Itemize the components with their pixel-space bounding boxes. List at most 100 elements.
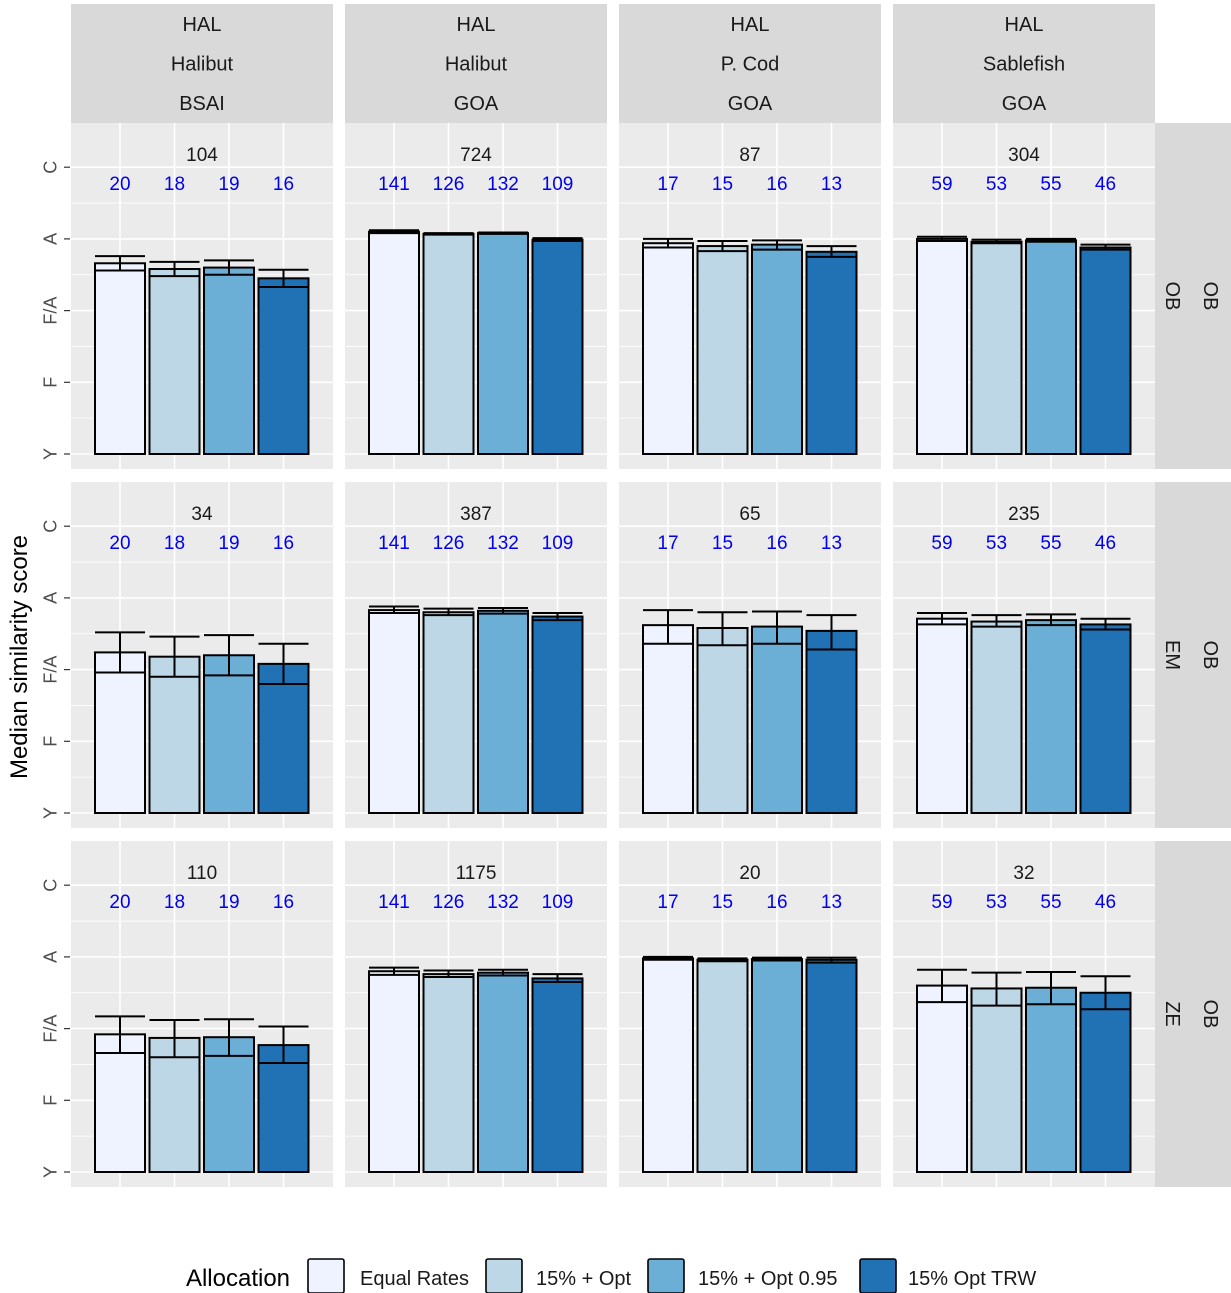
column-strip-label: HAL xyxy=(183,14,222,36)
y-tick-label: A xyxy=(40,592,60,604)
row-strip-label: EM xyxy=(1161,640,1183,670)
legend-label: 15% Opt TRW xyxy=(908,1268,1036,1290)
legend-key xyxy=(647,1258,685,1293)
column-strip-label: BSAI xyxy=(179,93,225,115)
y-tick-label: F/A xyxy=(40,297,60,325)
legend-key xyxy=(485,1258,523,1293)
sample-size-label: 13 xyxy=(821,533,842,554)
sample-size-label: 55 xyxy=(1040,533,1061,554)
sample-size-label: 132 xyxy=(487,533,519,554)
sample-size-label: 17 xyxy=(657,533,678,554)
bar xyxy=(970,620,1023,814)
panel-total-label: 1175 xyxy=(456,863,497,884)
column-strip xyxy=(71,4,333,123)
sample-size-label: 15 xyxy=(712,533,733,554)
panel-total-label: 235 xyxy=(1008,504,1040,525)
bar xyxy=(148,1036,201,1174)
bar xyxy=(368,970,420,1173)
bar xyxy=(642,624,694,814)
column-strip-label: GOA xyxy=(728,93,773,115)
column-strip xyxy=(619,4,881,123)
sample-size-label: 19 xyxy=(218,174,239,195)
row-strip-label: OB xyxy=(1199,1000,1221,1029)
bar xyxy=(477,232,529,455)
sample-size-label: 16 xyxy=(273,892,294,913)
sample-size-label: 126 xyxy=(433,892,465,913)
bar xyxy=(1079,991,1132,1173)
sample-size-label: 16 xyxy=(273,174,294,195)
sample-size-label: 15 xyxy=(712,174,733,195)
bar xyxy=(1079,623,1132,815)
bar xyxy=(751,625,803,815)
column-strip xyxy=(345,4,607,123)
bar xyxy=(148,268,201,455)
sample-size-label: 132 xyxy=(487,892,519,913)
panel-total-label: 65 xyxy=(739,504,760,525)
y-tick-label: F xyxy=(40,1095,60,1106)
y-tick-label: C xyxy=(40,161,60,174)
sample-size-label: 20 xyxy=(109,892,130,913)
sample-size-label: 13 xyxy=(821,174,842,195)
row-strip-label: OB xyxy=(1199,282,1221,311)
column-strip-label: HAL xyxy=(731,14,770,36)
bar xyxy=(148,655,201,814)
sample-size-label: 126 xyxy=(433,174,465,195)
bar xyxy=(751,958,803,1174)
row-strip-label: OB xyxy=(1199,641,1221,670)
bar xyxy=(970,987,1023,1173)
sample-size-label: 109 xyxy=(542,892,574,913)
sample-size-label: 132 xyxy=(487,174,519,195)
sample-size-label: 53 xyxy=(986,174,1007,195)
bar xyxy=(916,617,968,814)
y-tick-label: F xyxy=(40,736,60,747)
y-axis-title: Median similarity score xyxy=(6,535,33,779)
bar xyxy=(642,957,694,1173)
legend-label: Equal Rates xyxy=(360,1268,469,1290)
sample-size-label: 13 xyxy=(821,892,842,913)
sample-size-label: 53 xyxy=(986,533,1007,554)
bar xyxy=(203,654,255,815)
sample-size-label: 55 xyxy=(1040,892,1061,913)
sample-size-label: 20 xyxy=(109,533,130,554)
panel-total-label: 387 xyxy=(460,504,492,525)
panel-total-label: 34 xyxy=(191,504,213,525)
column-strip-label: Halibut xyxy=(445,54,508,76)
sample-size-label: 53 xyxy=(986,892,1007,913)
bar xyxy=(531,977,584,1173)
column-strip-label: P. Cod xyxy=(721,54,780,76)
bar xyxy=(1079,246,1132,455)
bar xyxy=(1025,619,1077,815)
sample-size-label: 15 xyxy=(712,892,733,913)
panel-total-label: 110 xyxy=(187,863,217,884)
sample-size-label: 16 xyxy=(766,892,787,913)
sample-size-label: 126 xyxy=(433,533,465,554)
sample-size-label: 17 xyxy=(657,174,678,195)
column-strip-label: Sablefish xyxy=(983,54,1065,76)
y-tick-label: Y xyxy=(40,1166,60,1178)
sample-size-label: 18 xyxy=(164,174,185,195)
legend-label: 15% + Opt 0.95 xyxy=(698,1268,838,1290)
panel-total-label: 304 xyxy=(1008,145,1040,166)
sample-size-label: 59 xyxy=(931,174,952,195)
y-tick-label: A xyxy=(40,233,60,245)
y-tick-label: F/A xyxy=(40,656,60,684)
bar xyxy=(257,277,310,455)
bar xyxy=(696,958,749,1173)
panel-total-label: 32 xyxy=(1013,863,1034,884)
y-tick-label: Y xyxy=(40,448,60,460)
sample-size-label: 59 xyxy=(931,533,952,554)
sample-size-label: 59 xyxy=(931,892,952,913)
sample-size-label: 16 xyxy=(766,533,787,554)
panel-total-label: 87 xyxy=(739,145,760,166)
bar xyxy=(916,984,968,1174)
sample-size-label: 19 xyxy=(218,533,239,554)
bar xyxy=(257,1044,310,1173)
bar xyxy=(696,245,749,455)
y-tick-label: F xyxy=(40,377,60,388)
column-strip-label: GOA xyxy=(454,93,499,115)
sample-size-label: 141 xyxy=(378,892,410,913)
sample-size-label: 16 xyxy=(273,533,294,554)
bar xyxy=(94,651,146,815)
bar xyxy=(368,230,420,455)
